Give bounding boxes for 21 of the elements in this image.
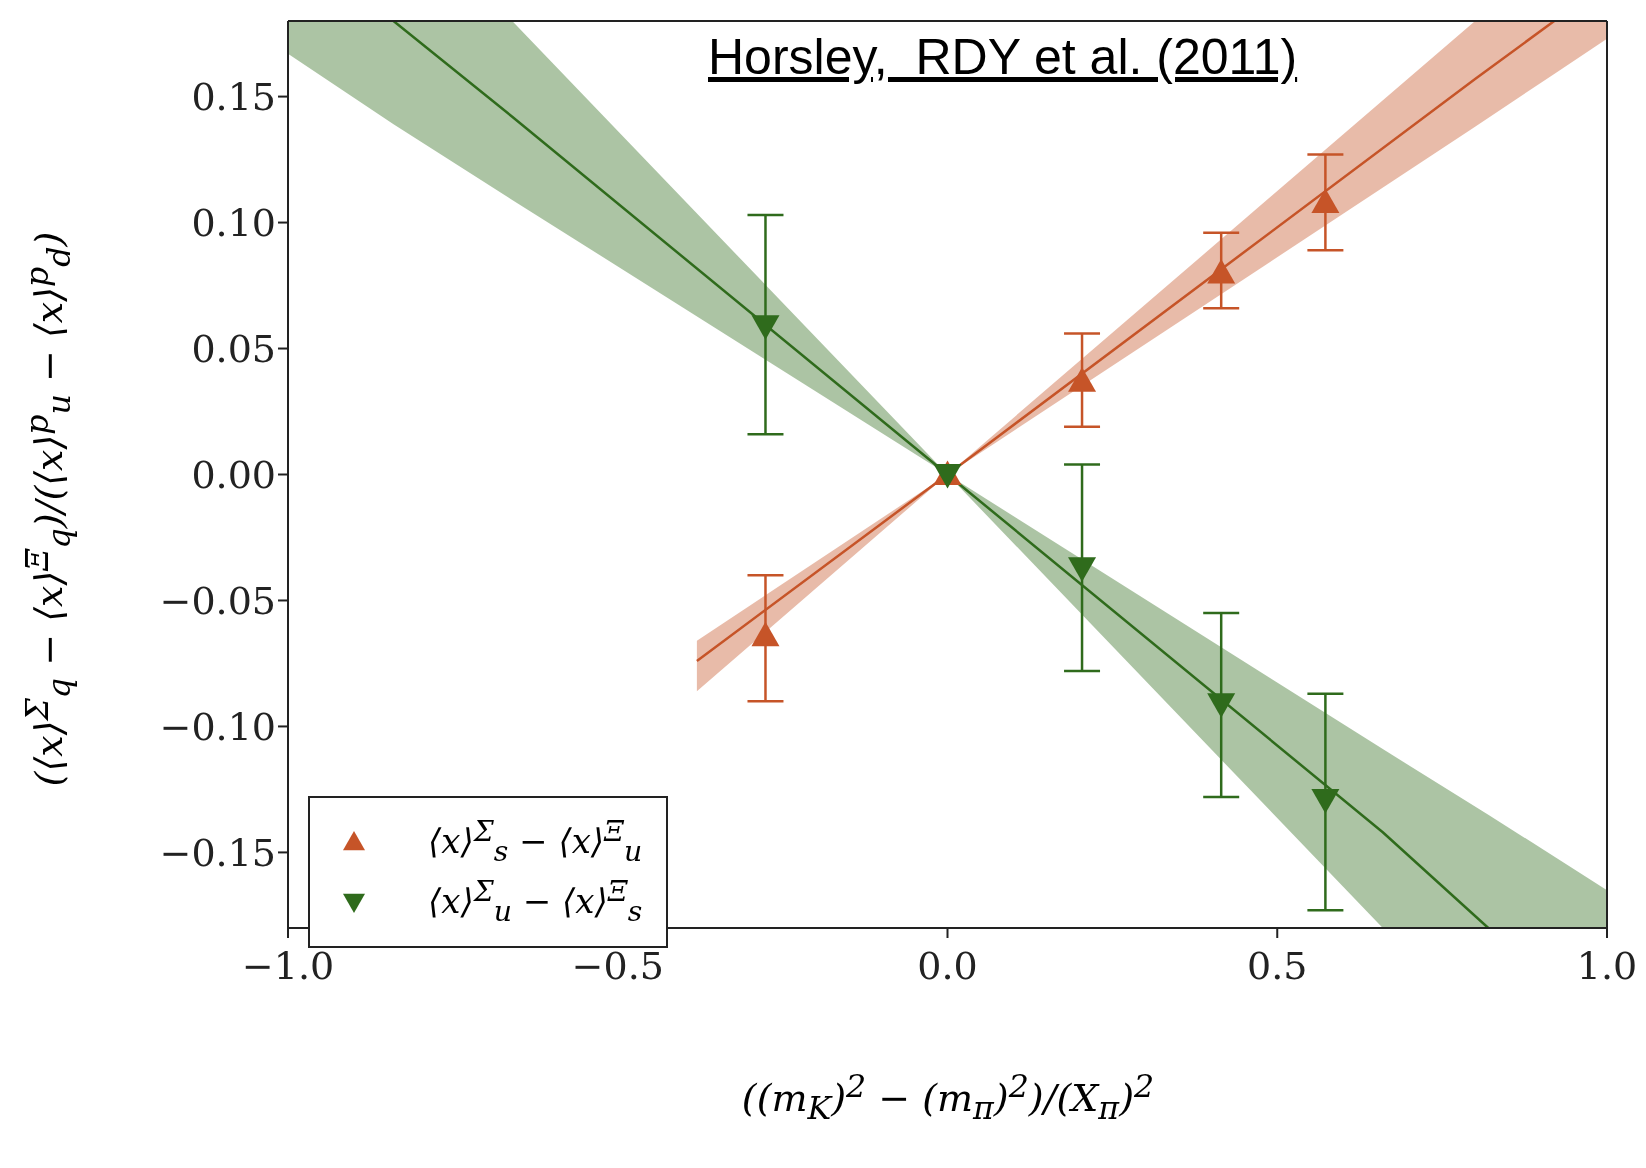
y-tick-label: 0.00 bbox=[191, 452, 276, 497]
y-tick-label: 0.15 bbox=[191, 75, 276, 120]
y-tick-label: 0.10 bbox=[191, 201, 276, 246]
point bbox=[1207, 258, 1236, 284]
y-tick-label: 0.05 bbox=[191, 327, 276, 372]
x-tick-label: 0.0 bbox=[917, 943, 978, 988]
x-tick-label: 1.0 bbox=[1576, 943, 1638, 988]
y-tick-label: −0.15 bbox=[159, 830, 276, 875]
annotation: Horsley, RDY et al. (2011) bbox=[708, 28, 1298, 86]
line-series bbox=[392, 21, 1490, 928]
x-tick-label: 0.5 bbox=[1247, 943, 1308, 988]
point bbox=[1068, 557, 1097, 582]
x-tick-label: −1.0 bbox=[241, 943, 335, 988]
y-tick-label: −0.05 bbox=[159, 578, 276, 623]
point bbox=[1311, 789, 1340, 814]
point bbox=[1311, 188, 1340, 213]
point bbox=[1207, 693, 1236, 718]
x-tick-label: −0.5 bbox=[571, 943, 664, 988]
text: ((m$_{K}$)$^{2}$ − (m$_{π}$)$^{2}$)/(X$_{π}$)$^{2}$ bbox=[741, 1068, 1155, 1127]
point bbox=[1068, 367, 1097, 392]
y-tick-label: −0.10 bbox=[159, 704, 276, 749]
